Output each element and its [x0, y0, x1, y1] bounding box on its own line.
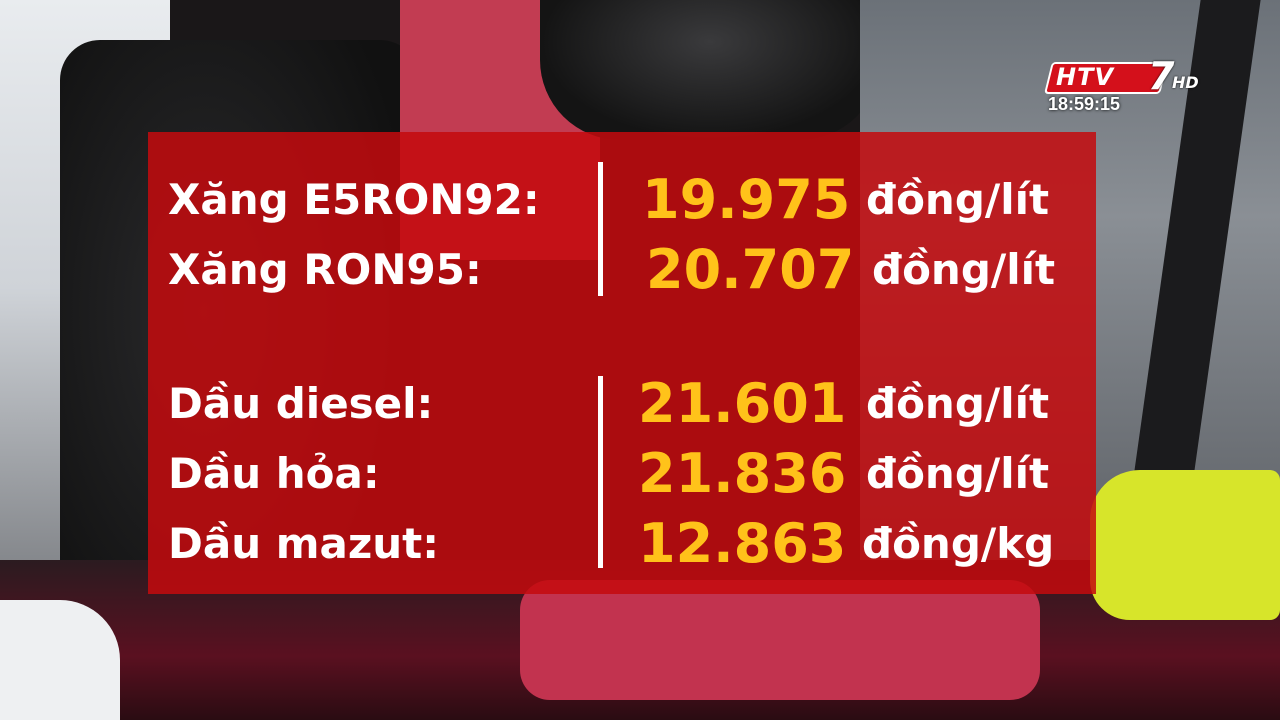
fuel-unit: đồng/lít	[866, 175, 1050, 224]
gasoline-divider	[598, 162, 603, 296]
fuel-price: 19.975	[642, 168, 851, 231]
oil-divider	[598, 376, 603, 568]
fuel-unit: đồng/lít	[866, 449, 1050, 498]
fuel-label: Xăng E5RON92:	[168, 175, 540, 224]
price-row-e5ron92: Xăng E5RON92: 19.975 đồng/lít	[148, 166, 1096, 234]
price-row-ron95: Xăng RON95: 20.707 đồng/lít	[148, 236, 1096, 304]
fuel-price: 12.863	[638, 512, 847, 575]
price-row-kerosene: Dầu hỏa: 21.836 đồng/lít	[148, 440, 1096, 508]
background-shape	[540, 0, 880, 140]
broadcast-clock: 18:59:15	[1048, 94, 1121, 114]
logo-hd: HD	[1172, 73, 1199, 92]
fuel-unit: đồng/lít	[866, 379, 1050, 428]
fuel-price: 21.601	[638, 372, 847, 435]
fuel-unit: đồng/kg	[862, 519, 1055, 568]
logo-seven: 7	[1148, 54, 1175, 98]
background-shape	[520, 580, 1040, 700]
price-row-diesel: Dầu diesel: 21.601 đồng/lít	[148, 370, 1096, 438]
fuel-label: Xăng RON95:	[168, 245, 482, 294]
fuel-price: 21.836	[638, 442, 847, 505]
fuel-label: Dầu diesel:	[168, 379, 434, 428]
price-row-mazut: Dầu mazut: 12.863 đồng/kg	[148, 510, 1096, 578]
fuel-label: Dầu hỏa:	[168, 449, 380, 498]
channel-logo: HTV 7 HD	[1044, 56, 1199, 96]
fuel-price-panel: Xăng E5RON92: 19.975 đồng/lít Xăng RON95…	[148, 132, 1096, 594]
logo-text: HTV	[1056, 63, 1115, 91]
fuel-price: 20.707	[646, 238, 855, 301]
fuel-label: Dầu mazut:	[168, 519, 440, 568]
background-shape	[0, 600, 120, 720]
fuel-unit: đồng/lít	[872, 245, 1056, 294]
background-shape	[1090, 470, 1280, 620]
